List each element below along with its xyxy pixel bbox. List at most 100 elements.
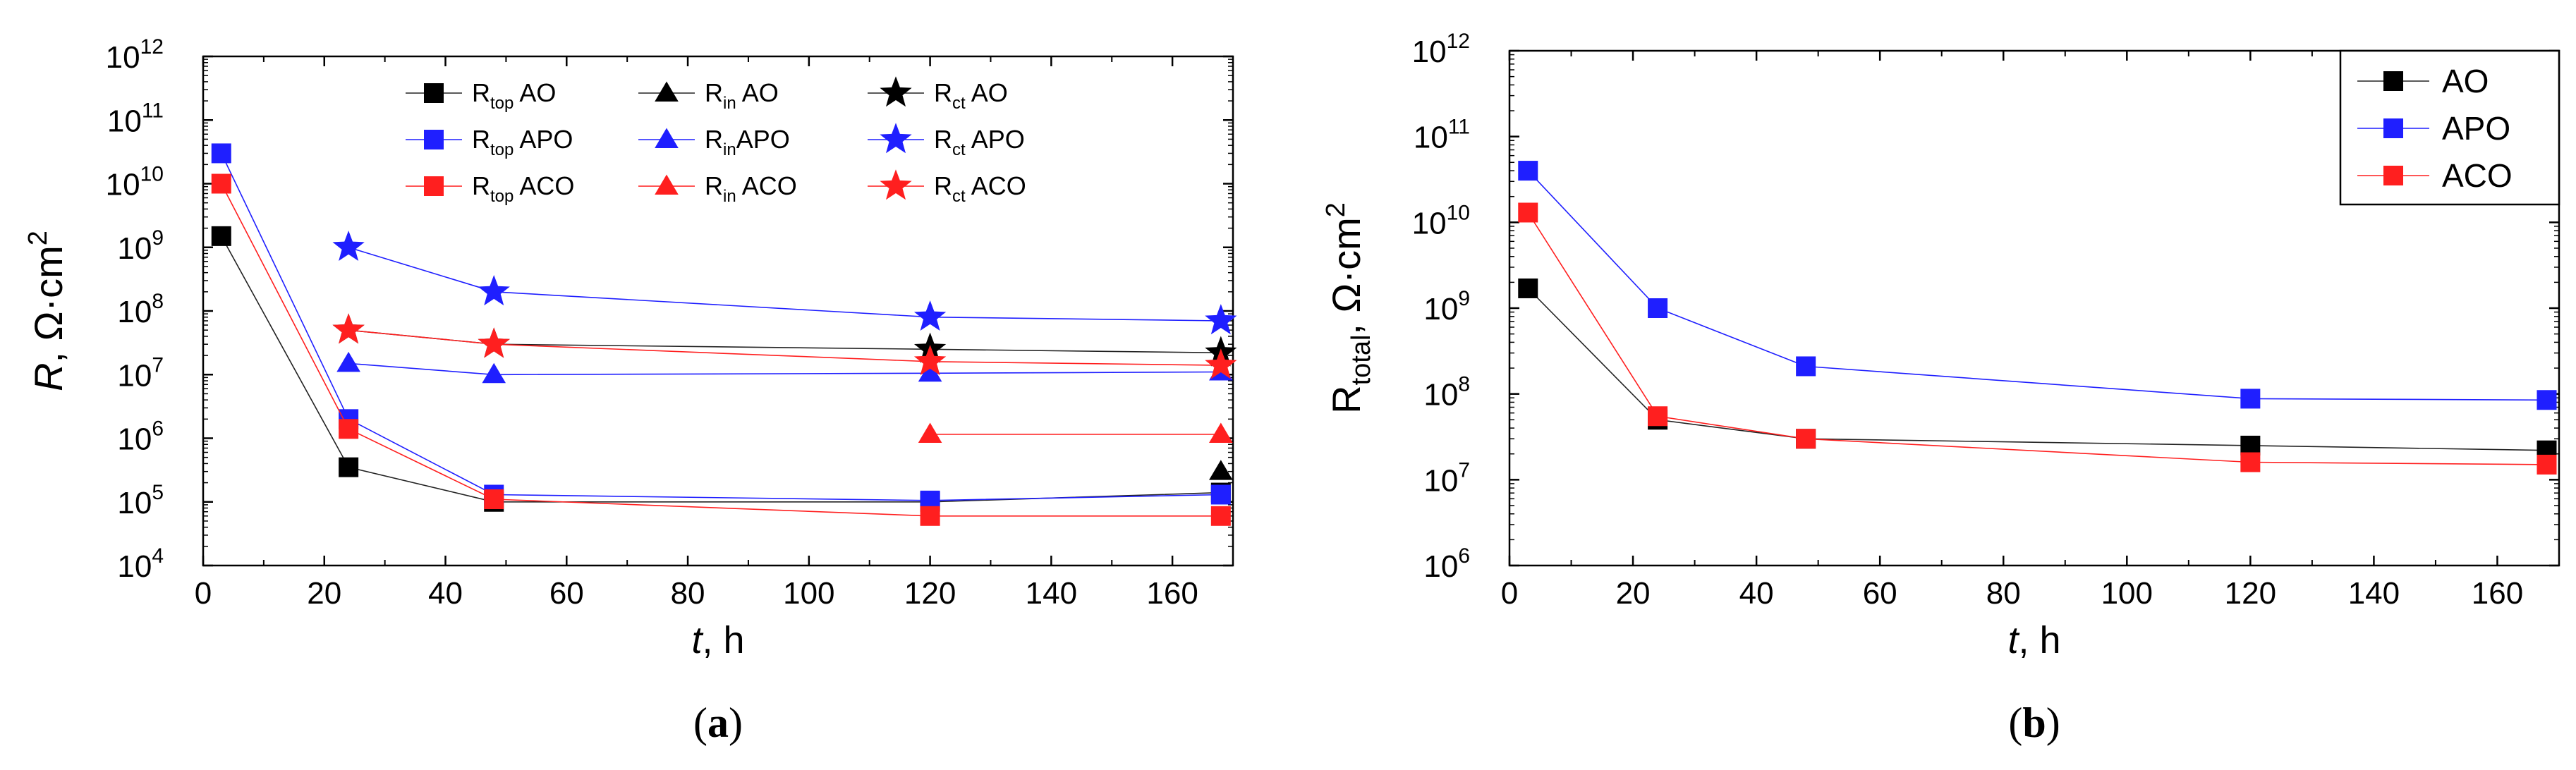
y-tick-exponent: 10	[140, 163, 164, 186]
x-axis-label: t, h	[691, 619, 744, 661]
y-tick-exponent: 8	[1458, 373, 1470, 396]
data-point-5-1	[1209, 422, 1233, 443]
x-tick-label: 40	[1739, 576, 1774, 611]
y-tick-label: 1010	[106, 163, 164, 202]
legend-label: RinAPO	[705, 125, 790, 159]
y-axis-label-unit: , Ω·cm	[26, 245, 71, 362]
y-tick-exponent: 11	[1448, 116, 1470, 139]
data-point-1-0	[1518, 161, 1538, 181]
y-tick-base: 10	[117, 295, 152, 329]
x-axis-label-var: t	[2007, 619, 2019, 661]
data-point-2-3	[2240, 452, 2261, 472]
y-tick-label: 109	[117, 226, 164, 266]
data-point-1-4	[2536, 390, 2557, 410]
y-tick-exponent: 7	[152, 353, 164, 377]
data-point-3-0	[1209, 460, 1233, 480]
legend-marker	[2383, 71, 2403, 91]
legend: AO APO ACO	[2339, 49, 2560, 206]
data-point-2-4	[1210, 506, 1231, 526]
data-point-4-2	[918, 361, 942, 382]
data-point-2-2	[484, 489, 504, 510]
series-line-2	[221, 183, 1221, 517]
data-point-0-0	[211, 226, 231, 246]
legend-entry-5: Rin ACO	[638, 171, 797, 206]
data-point-0-0	[1518, 278, 1538, 298]
x-tick-label: 60	[549, 576, 584, 611]
x-tick-label: 20	[1616, 576, 1651, 611]
panel-label-letter: a	[707, 699, 729, 746]
y-tick-base: 10	[1423, 549, 1458, 584]
legend-label-tail: APO	[966, 125, 1025, 154]
legend-marker	[880, 76, 912, 107]
x-tick-label: 80	[671, 576, 705, 611]
y-axis-label-exp: 2	[23, 231, 53, 245]
y-axis-label-unit: , Ω·cm	[1324, 217, 1368, 334]
y-tick-base: 10	[1423, 463, 1458, 498]
legend-entry-3: Rin AO	[638, 78, 779, 113]
y-tick-label: 1011	[1414, 116, 1470, 155]
series-line-7	[348, 247, 1221, 322]
data-point-5-0	[918, 422, 942, 443]
legend-entry-1: Rtop APO	[406, 125, 573, 159]
legend-label: Rct ACO	[934, 171, 1026, 206]
x-axis-label-var: t	[691, 619, 703, 661]
legend-marker	[880, 169, 912, 200]
y-tick-base: 10	[117, 358, 152, 393]
legend-label-tail: AO	[966, 78, 1008, 107]
y-axis-label-var: R	[1324, 385, 1368, 413]
legend-marker	[424, 83, 444, 103]
data-point-7-2	[913, 300, 947, 331]
panel-label: (a)	[693, 699, 743, 746]
legend-entry-7: Rct APO	[868, 123, 1025, 159]
data-point-2-1	[1648, 406, 1668, 427]
x-tick-label: 160	[2472, 576, 2523, 611]
legend-marker	[2383, 118, 2403, 138]
y-tick-exponent: 12	[1447, 30, 1470, 53]
legend-label: ACO	[2442, 157, 2513, 194]
y-tick-base: 10	[117, 486, 152, 520]
legend-entry-8: Rct ACO	[868, 169, 1026, 206]
x-axis-label-unit: , h	[2018, 619, 2060, 661]
legend-label-main: R	[934, 125, 952, 154]
legend-label: Rin ACO	[705, 171, 797, 206]
panel-label-paren: (	[693, 699, 707, 746]
legend-label: Rct AO	[934, 78, 1008, 113]
data-point-2-4	[2536, 454, 2557, 475]
x-tick-label: 0	[1501, 576, 1518, 611]
legend-marker	[424, 176, 444, 196]
y-tick-label: 106	[1423, 544, 1470, 584]
legend-label-tail: AO	[736, 78, 779, 107]
x-tick-label: 40	[428, 576, 463, 611]
legend-marker	[655, 128, 679, 148]
legend-entry-6: Rct AO	[868, 76, 1008, 113]
legend-entry-0: AO	[2357, 63, 2489, 99]
data-point-8-0	[332, 313, 365, 344]
panel-label-paren: )	[2046, 699, 2060, 746]
data-point-4-0	[336, 351, 360, 372]
data-point-0-3	[2240, 435, 2261, 456]
x-tick-label: 140	[1026, 576, 1077, 611]
y-tick-base: 10	[117, 231, 152, 266]
x-tick-label: 120	[2225, 576, 2276, 611]
data-point-1-2	[1796, 356, 1816, 377]
y-axis-label-exp: 2	[1321, 202, 1351, 217]
legend-marker	[2383, 166, 2403, 185]
y-tick-base: 10	[106, 168, 140, 202]
legend-entry-2: ACO	[2357, 157, 2513, 194]
y-tick-label: 107	[117, 353, 164, 393]
data-point-1-3	[2240, 389, 2261, 409]
y-tick-base: 10	[1423, 378, 1458, 412]
legend-label-main: R	[472, 171, 490, 200]
data-point-1-4	[1210, 484, 1231, 505]
series-line-6	[348, 329, 1221, 354]
legend-label-main: R	[472, 78, 490, 107]
y-tick-base: 10	[107, 104, 142, 138]
y-tick-base: 10	[106, 40, 140, 75]
legend-label-sub: in	[723, 94, 736, 113]
y-tick-exponent: 9	[152, 226, 164, 250]
y-tick-exponent: 4	[152, 544, 164, 568]
data-point-8-1	[478, 327, 510, 358]
legend-entry-4: RinAPO	[638, 125, 790, 159]
